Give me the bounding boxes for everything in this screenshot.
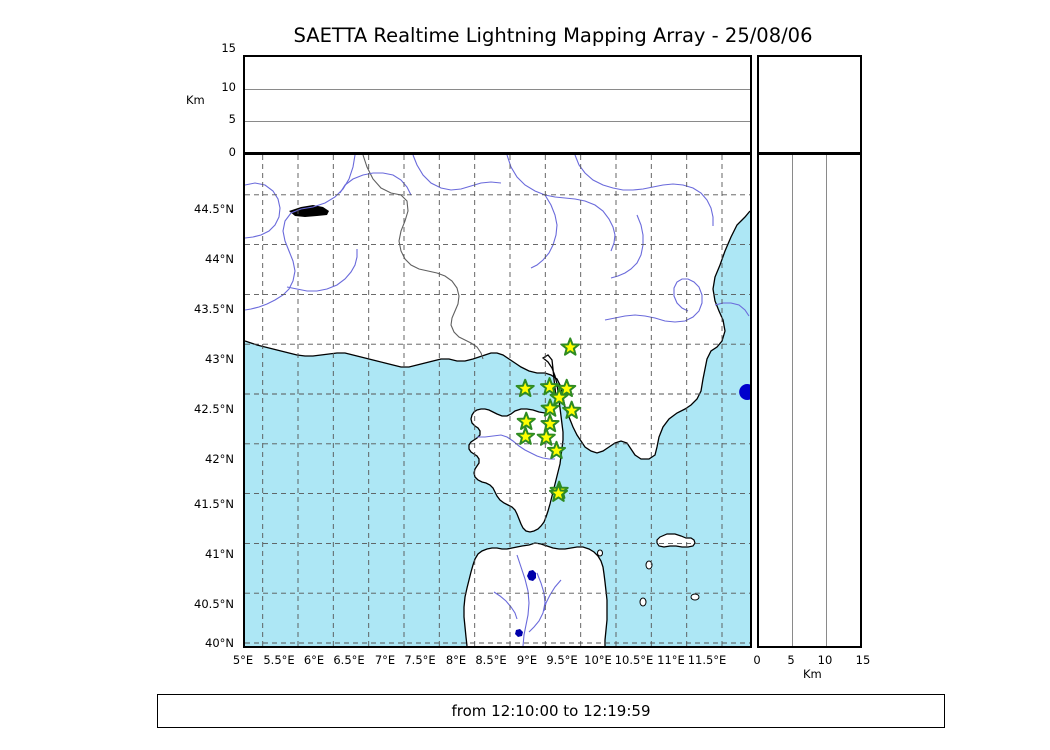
- map-lon-tick-5: 5°E: [232, 653, 254, 667]
- top-altitude-panel[interactable]: [243, 55, 752, 154]
- blue-marker-layer: [739, 384, 750, 401]
- lake-geneva: [289, 205, 329, 217]
- map-lat-tick-41.5: 41.5°N: [194, 497, 234, 511]
- station-star-marker[interactable]: [515, 378, 535, 398]
- right-panel-axis-label: Km: [803, 667, 822, 681]
- top-panel-tick-15: 15: [221, 41, 236, 55]
- island-capraia: [646, 561, 652, 569]
- river-sardinia-1: [516, 554, 530, 646]
- status-bar[interactable]: from 12:10:00 to 12:19:59: [157, 694, 945, 728]
- land-mainland-europe: [245, 155, 750, 459]
- page-title: SAETTA Realtime Lightning Mapping Array …: [293, 24, 813, 47]
- station-star-marker[interactable]: [516, 411, 536, 430]
- station-star-marker[interactable]: [539, 377, 560, 396]
- map-lon-tick-6.5: 6.5°E: [333, 653, 365, 667]
- map-lon-tick-5.5: 5.5°E: [263, 653, 295, 667]
- river-alps-1: [412, 155, 502, 191]
- graticule-layer: [245, 155, 750, 646]
- right-panel-tick-10: 10: [817, 653, 833, 667]
- top-panel-tick-5: 5: [228, 112, 236, 126]
- right-panel-tick-5: 5: [787, 653, 795, 667]
- map-lat-tick-40: 40°N: [205, 636, 234, 650]
- map-lat-tick-40.5: 40.5°N: [194, 597, 234, 611]
- top-panel-axis-label: Km: [186, 93, 205, 107]
- map-lon-tick-11: 11°E: [657, 653, 685, 667]
- river-rhone: [245, 155, 356, 311]
- right-panel-tick-0: 0: [753, 653, 761, 667]
- river-sardinia-2: [528, 572, 546, 633]
- coastline-gorgona: [597, 549, 603, 557]
- river-durance: [286, 249, 358, 292]
- map-lat-tick-41: 41°N: [205, 547, 234, 561]
- station-star-marker[interactable]: [536, 427, 556, 446]
- map-lon-tick-10: 10°E: [584, 653, 612, 667]
- station-star-marker[interactable]: [549, 387, 569, 406]
- map-lon-tick-7: 7°E: [374, 653, 396, 667]
- map-lon-tick-8: 8°E: [445, 653, 467, 667]
- map-canvas[interactable]: [245, 155, 750, 646]
- station-star-marker[interactable]: [540, 413, 560, 433]
- map-panel[interactable]: [243, 153, 752, 648]
- map-lon-tick-6: 6°E: [303, 653, 325, 667]
- station-star-marker[interactable]: [515, 426, 536, 445]
- river-po-main: [506, 155, 616, 252]
- lake-sardinia-south: [515, 629, 523, 637]
- map-lat-tick-42: 42°N: [205, 452, 234, 466]
- right-panel-tick-15: 15: [855, 653, 871, 667]
- rivers-layer: [245, 155, 750, 646]
- top-panel-gridline-10: [245, 89, 750, 90]
- lake-sardinia-omodeo: [527, 570, 536, 581]
- river-saone: [245, 182, 281, 239]
- right-altitude-panel[interactable]: [757, 153, 862, 648]
- island-montecristo: [640, 598, 646, 606]
- blue-circle-marker[interactable]: [739, 384, 750, 401]
- top-panel-tick-10: 10: [221, 80, 236, 94]
- river-sardinia-3: [493, 591, 518, 620]
- island-gorgona: [597, 550, 603, 556]
- coastline-giglio: [690, 593, 700, 601]
- map-lat-tick-42.5: 42.5°N: [194, 402, 234, 416]
- status-bar-text: from 12:10:00 to 12:19:59: [451, 702, 651, 720]
- border-france-italy: [362, 155, 484, 360]
- coastline-sardinia: [463, 542, 608, 646]
- station-markers-layer: [515, 337, 582, 502]
- land-elba: [657, 534, 695, 547]
- map-lon-tick-9.5: 9.5°E: [546, 653, 578, 667]
- station-star-marker[interactable]: [557, 378, 577, 398]
- river-adige: [574, 155, 714, 226]
- coastline-elba: [656, 533, 696, 548]
- river-corsica-golo: [477, 434, 555, 460]
- map-lat-tick-44.5: 44.5°N: [194, 202, 234, 216]
- map-lon-tick-10.5: 10.5°E: [614, 653, 654, 667]
- map-lon-tick-9: 9°E: [516, 653, 538, 667]
- right-panel-gridline-10: [826, 155, 827, 646]
- map-lon-tick-7.5: 7.5°E: [404, 653, 436, 667]
- right-panel-gridline-5: [792, 155, 793, 646]
- top-right-corner-panel[interactable]: [757, 55, 862, 154]
- island-giglio: [691, 594, 699, 600]
- river-arno: [604, 278, 703, 323]
- river-po-branch: [530, 194, 558, 269]
- station-star-marker[interactable]: [548, 483, 569, 502]
- river-italy-n: [610, 214, 644, 279]
- map-lat-tick-43.5: 43.5°N: [194, 302, 234, 316]
- station-star-marker[interactable]: [560, 337, 580, 356]
- land-sardinia: [464, 543, 607, 646]
- map-lon-tick-8.5: 8.5°E: [475, 653, 507, 667]
- top-panel-gridline-5: [245, 121, 750, 122]
- station-star-marker[interactable]: [546, 440, 567, 460]
- map-svg: [245, 155, 750, 646]
- coastline-montecristo: [639, 597, 647, 607]
- map-lat-tick-43: 43°N: [205, 352, 234, 366]
- top-panel-tick-0: 0: [228, 145, 236, 159]
- map-lat-tick-44: 44°N: [205, 252, 234, 266]
- map-lon-tick-11.5: 11.5°E: [687, 653, 727, 667]
- station-star-marker[interactable]: [540, 398, 560, 417]
- coastline-capraia: [645, 560, 653, 570]
- station-star-marker[interactable]: [562, 400, 582, 419]
